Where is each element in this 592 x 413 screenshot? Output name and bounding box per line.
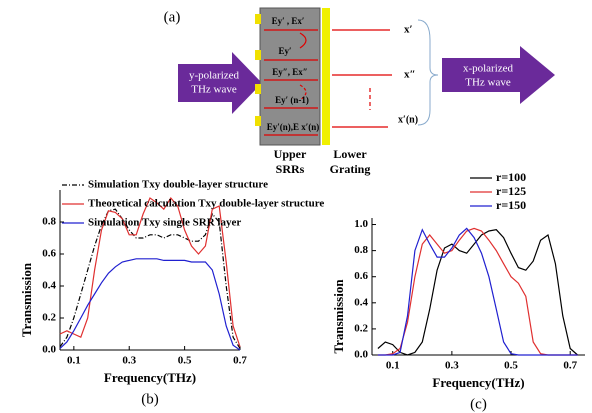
output-label: x′(n) bbox=[398, 114, 418, 125]
srr bbox=[255, 116, 261, 126]
field-label: Ey′ bbox=[278, 46, 291, 56]
field-label: Ey′ (n-1) bbox=[275, 95, 309, 105]
y-tick-label: 0.4 bbox=[42, 280, 56, 292]
grating bbox=[322, 8, 330, 145]
diagram: (a) y-polarized THz wave Ey′ , Ex′ Ey′ E… bbox=[164, 7, 555, 176]
input-text: y-polarized bbox=[189, 70, 240, 82]
y-tick-label: 0.6 bbox=[354, 270, 368, 282]
y-tick-label: 1.0 bbox=[354, 218, 368, 230]
inner-arrows bbox=[264, 29, 392, 136]
srr bbox=[255, 84, 261, 94]
input-text: THz wave bbox=[191, 84, 237, 96]
output-arrow bbox=[442, 46, 555, 104]
y-tick-label: 0.2 bbox=[354, 322, 368, 334]
input-arrow bbox=[178, 52, 262, 114]
x-axis-label: Frequency(THz) bbox=[104, 370, 196, 385]
output-text: x-polarized bbox=[463, 63, 514, 75]
output-text: THz wave bbox=[465, 77, 511, 89]
layer-label: Upper bbox=[274, 147, 307, 161]
x-tick-label: 0.7 bbox=[233, 355, 247, 367]
y-tick-label: 0.2 bbox=[42, 312, 56, 324]
output-label: x″ bbox=[404, 69, 416, 81]
brace bbox=[417, 19, 439, 126]
series-line bbox=[377, 227, 578, 356]
y-tick-label: 0.0 bbox=[42, 344, 56, 356]
x-tick-label: 0.5 bbox=[504, 360, 518, 372]
output-label: x′ bbox=[404, 24, 413, 36]
field-label: Ey′(n),E x′(n) bbox=[267, 122, 320, 132]
srr bbox=[255, 50, 261, 60]
y-tick-label: 0.4 bbox=[354, 296, 368, 308]
y-tick-label: 0.8 bbox=[42, 216, 56, 228]
x-tick-label: 0.5 bbox=[178, 355, 192, 367]
legend-label: Theoretical calculation Txy double-layer… bbox=[88, 198, 324, 210]
legend-label: r=125 bbox=[496, 184, 526, 198]
x-tick-label: 0.7 bbox=[563, 360, 577, 372]
x-tick-label: 0.3 bbox=[122, 355, 136, 367]
y-tick-label: 0.6 bbox=[42, 248, 56, 260]
legend-label: Simulation Txy double-layer structure bbox=[88, 179, 268, 191]
legend-label: Simulation Txy single SRR layer bbox=[88, 217, 241, 229]
panel-label: (c) bbox=[470, 396, 487, 412]
field-label: Ey′ , Ex′ bbox=[272, 16, 305, 26]
y-axis-label: Transmission bbox=[19, 262, 34, 337]
series-line bbox=[377, 229, 578, 356]
x-tick-label: 0.3 bbox=[445, 360, 459, 372]
legend-label: r=150 bbox=[496, 198, 526, 212]
layer-label: Grating bbox=[330, 162, 371, 176]
field-label: Ey″, Ex″ bbox=[272, 67, 307, 77]
srr-block bbox=[259, 7, 321, 146]
layer-label: SRRs bbox=[276, 162, 305, 176]
y-axis-label: Transmission bbox=[331, 279, 346, 354]
y-tick-label: 0.8 bbox=[354, 244, 368, 256]
x-tick-label: 0.1 bbox=[386, 360, 400, 372]
x-axis-label: Frequency(THz) bbox=[432, 375, 524, 390]
series-line bbox=[59, 258, 241, 351]
x-tick-label: 0.1 bbox=[67, 355, 81, 367]
layer-label: Lower bbox=[333, 147, 367, 161]
srr bbox=[255, 14, 261, 24]
panel-label: (b) bbox=[141, 391, 159, 407]
series-line bbox=[377, 227, 578, 356]
y-tick-label: 0.0 bbox=[354, 349, 368, 361]
panel-label: (a) bbox=[164, 9, 181, 25]
series-line bbox=[59, 208, 241, 349]
legend-label: r=100 bbox=[496, 170, 526, 184]
